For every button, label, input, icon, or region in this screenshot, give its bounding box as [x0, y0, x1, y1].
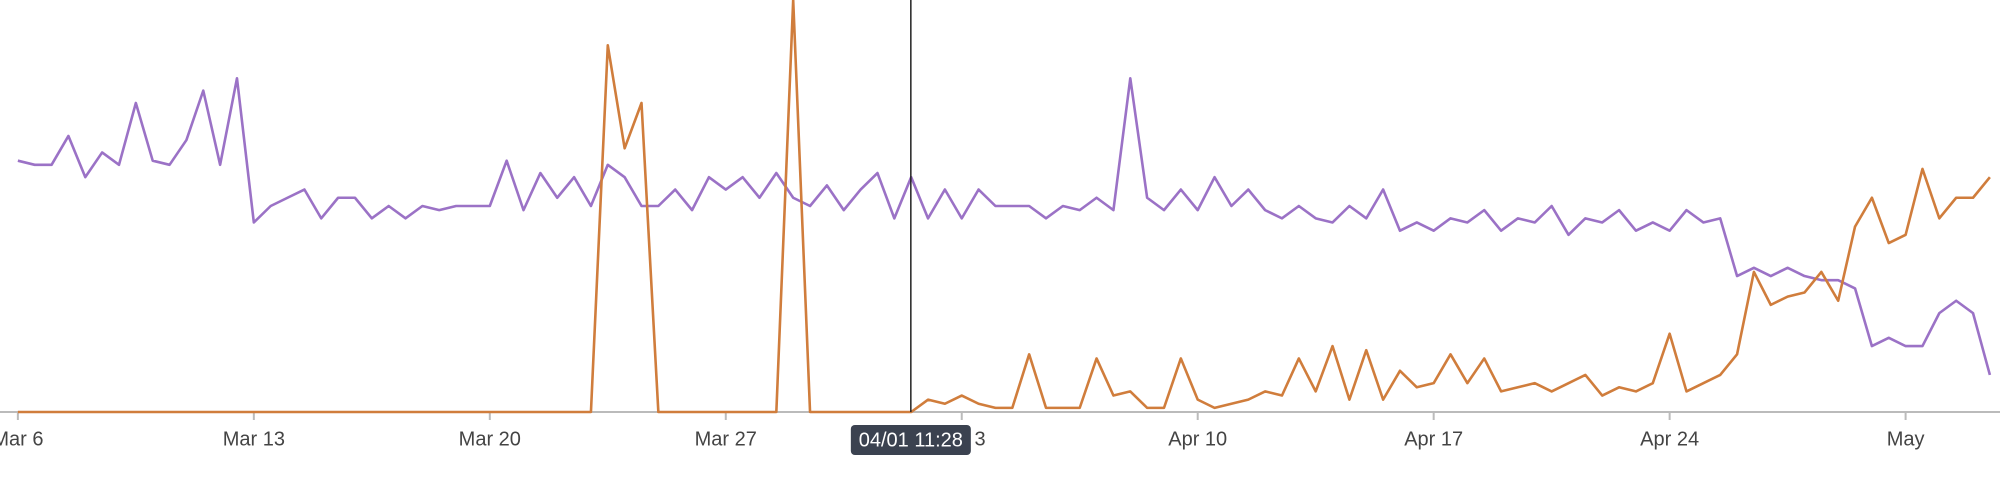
x-tick-label: May	[1887, 428, 1925, 450]
cursor-tooltip: 04/01 11:28	[850, 425, 971, 455]
series-line	[17, 0, 1991, 414]
x-tick-label: Apr 10	[1168, 428, 1227, 450]
x-tick-label: Mar 6	[0, 428, 43, 450]
x-tick-label: Mar 20	[459, 428, 521, 450]
x-tick-label: Apr 17	[1404, 428, 1463, 450]
x-tick-label: Apr 24	[1640, 428, 1699, 450]
x-tick-label: Mar 13	[223, 428, 285, 450]
tooltip-box	[850, 425, 971, 455]
x-tick-label: Mar 27	[695, 428, 757, 450]
series-line	[17, 76, 1992, 376]
tooltip-label: 04/01 11:28	[859, 429, 963, 451]
